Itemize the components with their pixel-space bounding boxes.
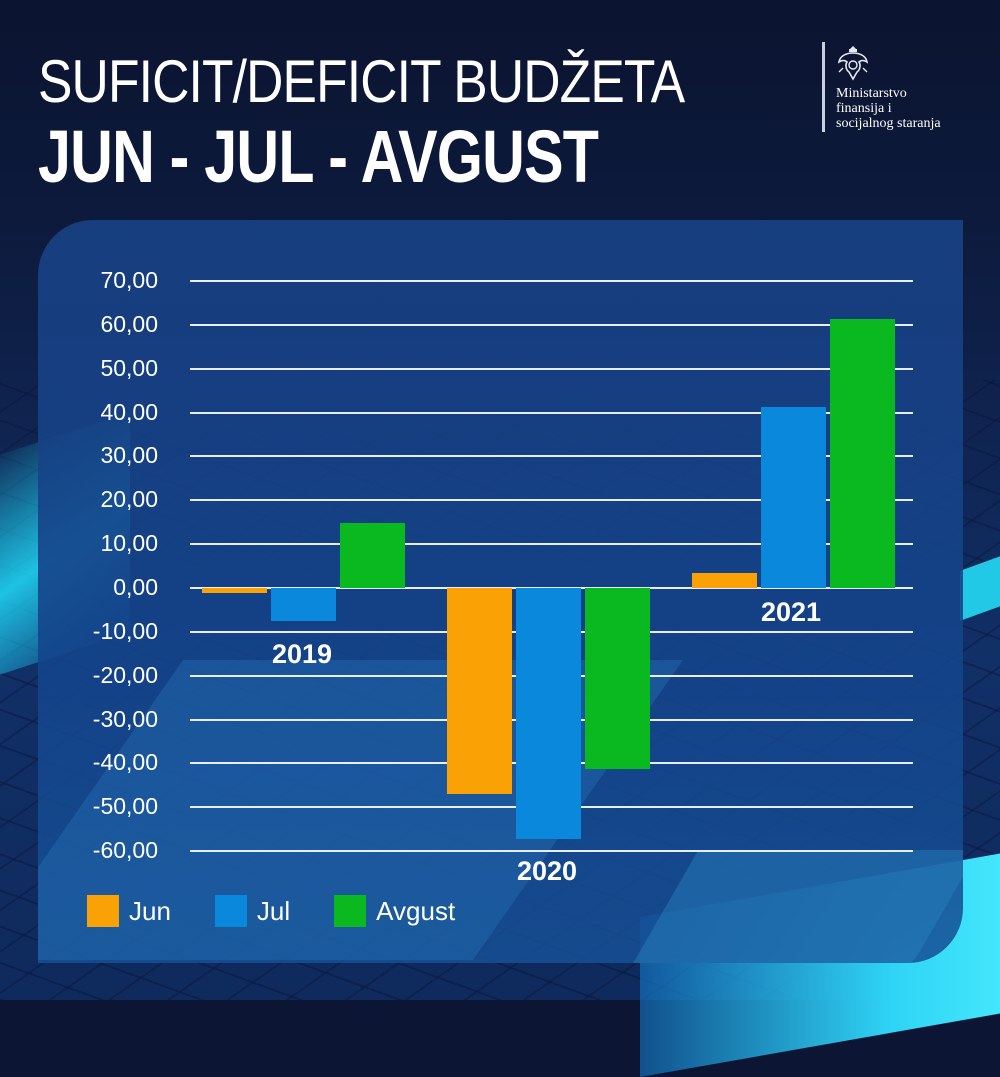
y-axis-tick-label: 0,00 [113,574,158,600]
ministry-name: Ministarstvo finansija i socijalnog star… [836,86,941,131]
legend-item-avgust: Avgust [334,895,455,927]
y-axis-tick-label: 60,00 [100,310,158,337]
y-axis-tick-label: -10,00 [92,617,158,644]
page-title: SUFICIT/DEFICIT BUDŽETA [38,48,685,115]
year-label-2020: 2020 [516,856,578,886]
legend-item-jul: Jul [214,895,291,927]
y-axis-tick-label: 40,00 [100,398,158,425]
logo-divider [822,42,825,132]
y-axis-tick-label: 50,00 [100,354,158,381]
coat-of-arms-icon [837,46,869,81]
bar-jun-2021 [692,573,757,588]
gridline [190,411,913,414]
y-axis-tick-label: 30,00 [100,442,158,469]
y-axis-tick-label: -40,00 [92,749,158,776]
legend-label-avgust: Avgust [376,895,456,926]
bar-avgust-2021 [830,319,895,588]
y-axis-tick-label: 70,00 [100,267,158,293]
ministry-logo: Ministarstvo finansija i socijalnog star… [822,42,992,142]
legend-swatch-avgust [334,895,367,927]
gridline [190,850,913,853]
bar-jun-2020 [447,588,512,795]
gridline [190,323,913,326]
chart-legend: Jun Jul Avgust [87,894,497,928]
year-label-2019: 2019 [271,639,333,669]
y-axis-tick-label: 20,00 [100,486,158,513]
legend-label-jul: Jul [256,895,291,926]
y-axis-tick-label: -60,00 [92,837,158,864]
y-axis-tick-label: -30,00 [92,705,158,732]
page-subtitle: JUN - JUL - AVGUST [38,115,599,198]
legend-swatch-jul [214,895,247,927]
legend-item-jun: Jun [87,895,171,927]
gridline [190,543,913,546]
ministry-name-line-1: Ministarstvo [836,86,907,101]
y-axis-tick-label: 10,00 [100,530,158,557]
legend-swatch-jun [87,895,119,927]
ministry-name-line-3: socijalnog staranja [836,116,941,131]
gridline [190,280,913,282]
y-axis-tick-label: -50,00 [92,793,158,820]
gridline [190,367,913,370]
legend-label-jun: Jun [129,895,171,926]
ministry-name-line-2: finansija i [836,101,892,116]
bar-avgust-2019 [340,523,405,588]
bar-jul-2021 [761,406,826,588]
bar-jul-2019 [271,588,336,621]
bar-jul-2020 [516,588,581,839]
year-label-2021: 2021 [760,597,822,627]
bar-jun-2019 [202,588,267,593]
bar-avgust-2020 [585,588,650,770]
gridline [190,499,913,502]
bar-chart: 70,00 60,00 50,00 40,00 30,00 20,00 10,00 0,00 -… [92,267,913,886]
gridline [190,455,913,458]
y-axis-tick-label: -20,00 [92,661,158,688]
